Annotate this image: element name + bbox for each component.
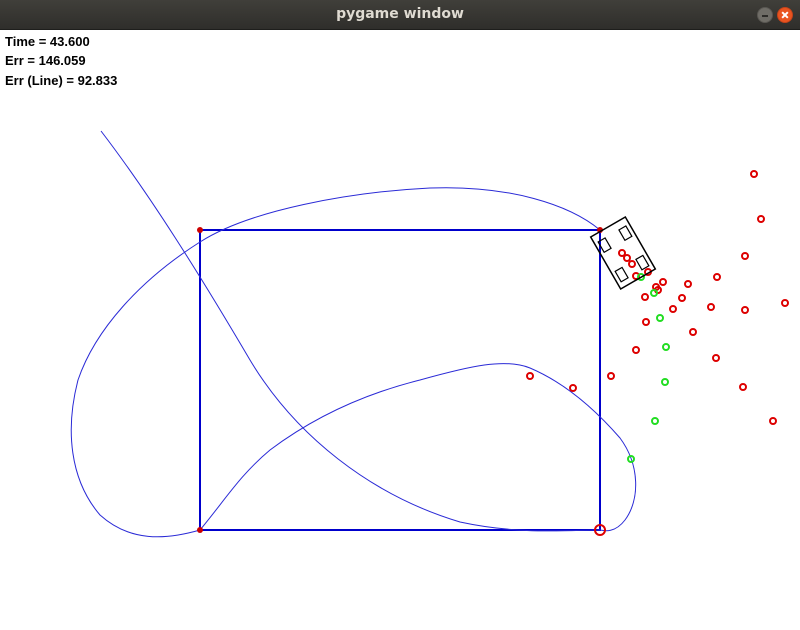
game-canvas[interactable]: Time = 43.600 Err = 146.059 Err (Line) =… [0,30,800,630]
landmark-green [637,273,645,281]
robot-car [589,215,657,291]
outer-loop-trajectory [70,187,601,538]
landmark-red [741,252,749,260]
inner-loop-trajectory [199,363,637,532]
landmark-red [569,384,577,392]
error-readout: Err = 146.059 [5,53,86,68]
landmark-red [781,299,789,307]
simulation-scene [70,130,789,538]
robot-wheel [635,254,650,271]
landmark-green [627,455,635,463]
landmark-red [659,278,667,286]
green-landmarks [627,273,670,463]
robot-wheel [597,237,612,254]
landmark-green [661,378,669,386]
robot-body [589,215,657,291]
landmark-red [707,303,715,311]
landmark-red [713,273,721,281]
robot-wheel [618,225,633,242]
waypoint-marker [197,227,203,233]
landmark-red [769,417,777,425]
landmark-red [750,170,758,178]
landmark-green [650,289,658,297]
landmark-red [628,260,636,268]
time-readout: Time = 43.600 [5,34,90,49]
landmark-red [641,293,649,301]
landmark-red [618,249,626,257]
landmark-red [526,372,534,380]
minimize-icon[interactable] [757,7,773,23]
landmark-red [642,318,650,326]
landmark-red [684,280,692,288]
line-error-readout: Err (Line) = 92.833 [5,73,118,88]
landmark-red [689,328,697,336]
landmark-red [739,383,747,391]
landmark-red [757,215,765,223]
waypoints [197,227,606,536]
landmark-green [656,314,664,322]
title-bar[interactable]: pygame window [0,0,800,30]
landmark-red [678,294,686,302]
close-icon[interactable] [777,7,793,23]
landmark-red [623,254,631,262]
landmark-red [632,346,640,354]
current-waypoint-marker [594,524,606,536]
window-title: pygame window [336,6,464,22]
red-landmarks [526,170,789,425]
landmark-red [669,305,677,313]
landmark-red [741,306,749,314]
landmark-red [712,354,720,362]
diagonal-trajectory [100,130,601,532]
planned-path [199,229,601,531]
landmark-green [651,417,659,425]
waypoint-marker [197,527,203,533]
landmark-red [607,372,615,380]
robot-wheel [614,266,629,283]
landmark-green [662,343,670,351]
